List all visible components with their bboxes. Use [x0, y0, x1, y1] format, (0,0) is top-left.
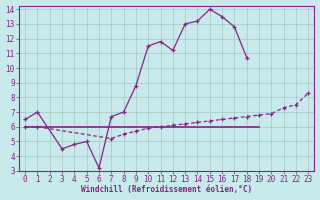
- X-axis label: Windchill (Refroidissement éolien,°C): Windchill (Refroidissement éolien,°C): [81, 185, 252, 194]
